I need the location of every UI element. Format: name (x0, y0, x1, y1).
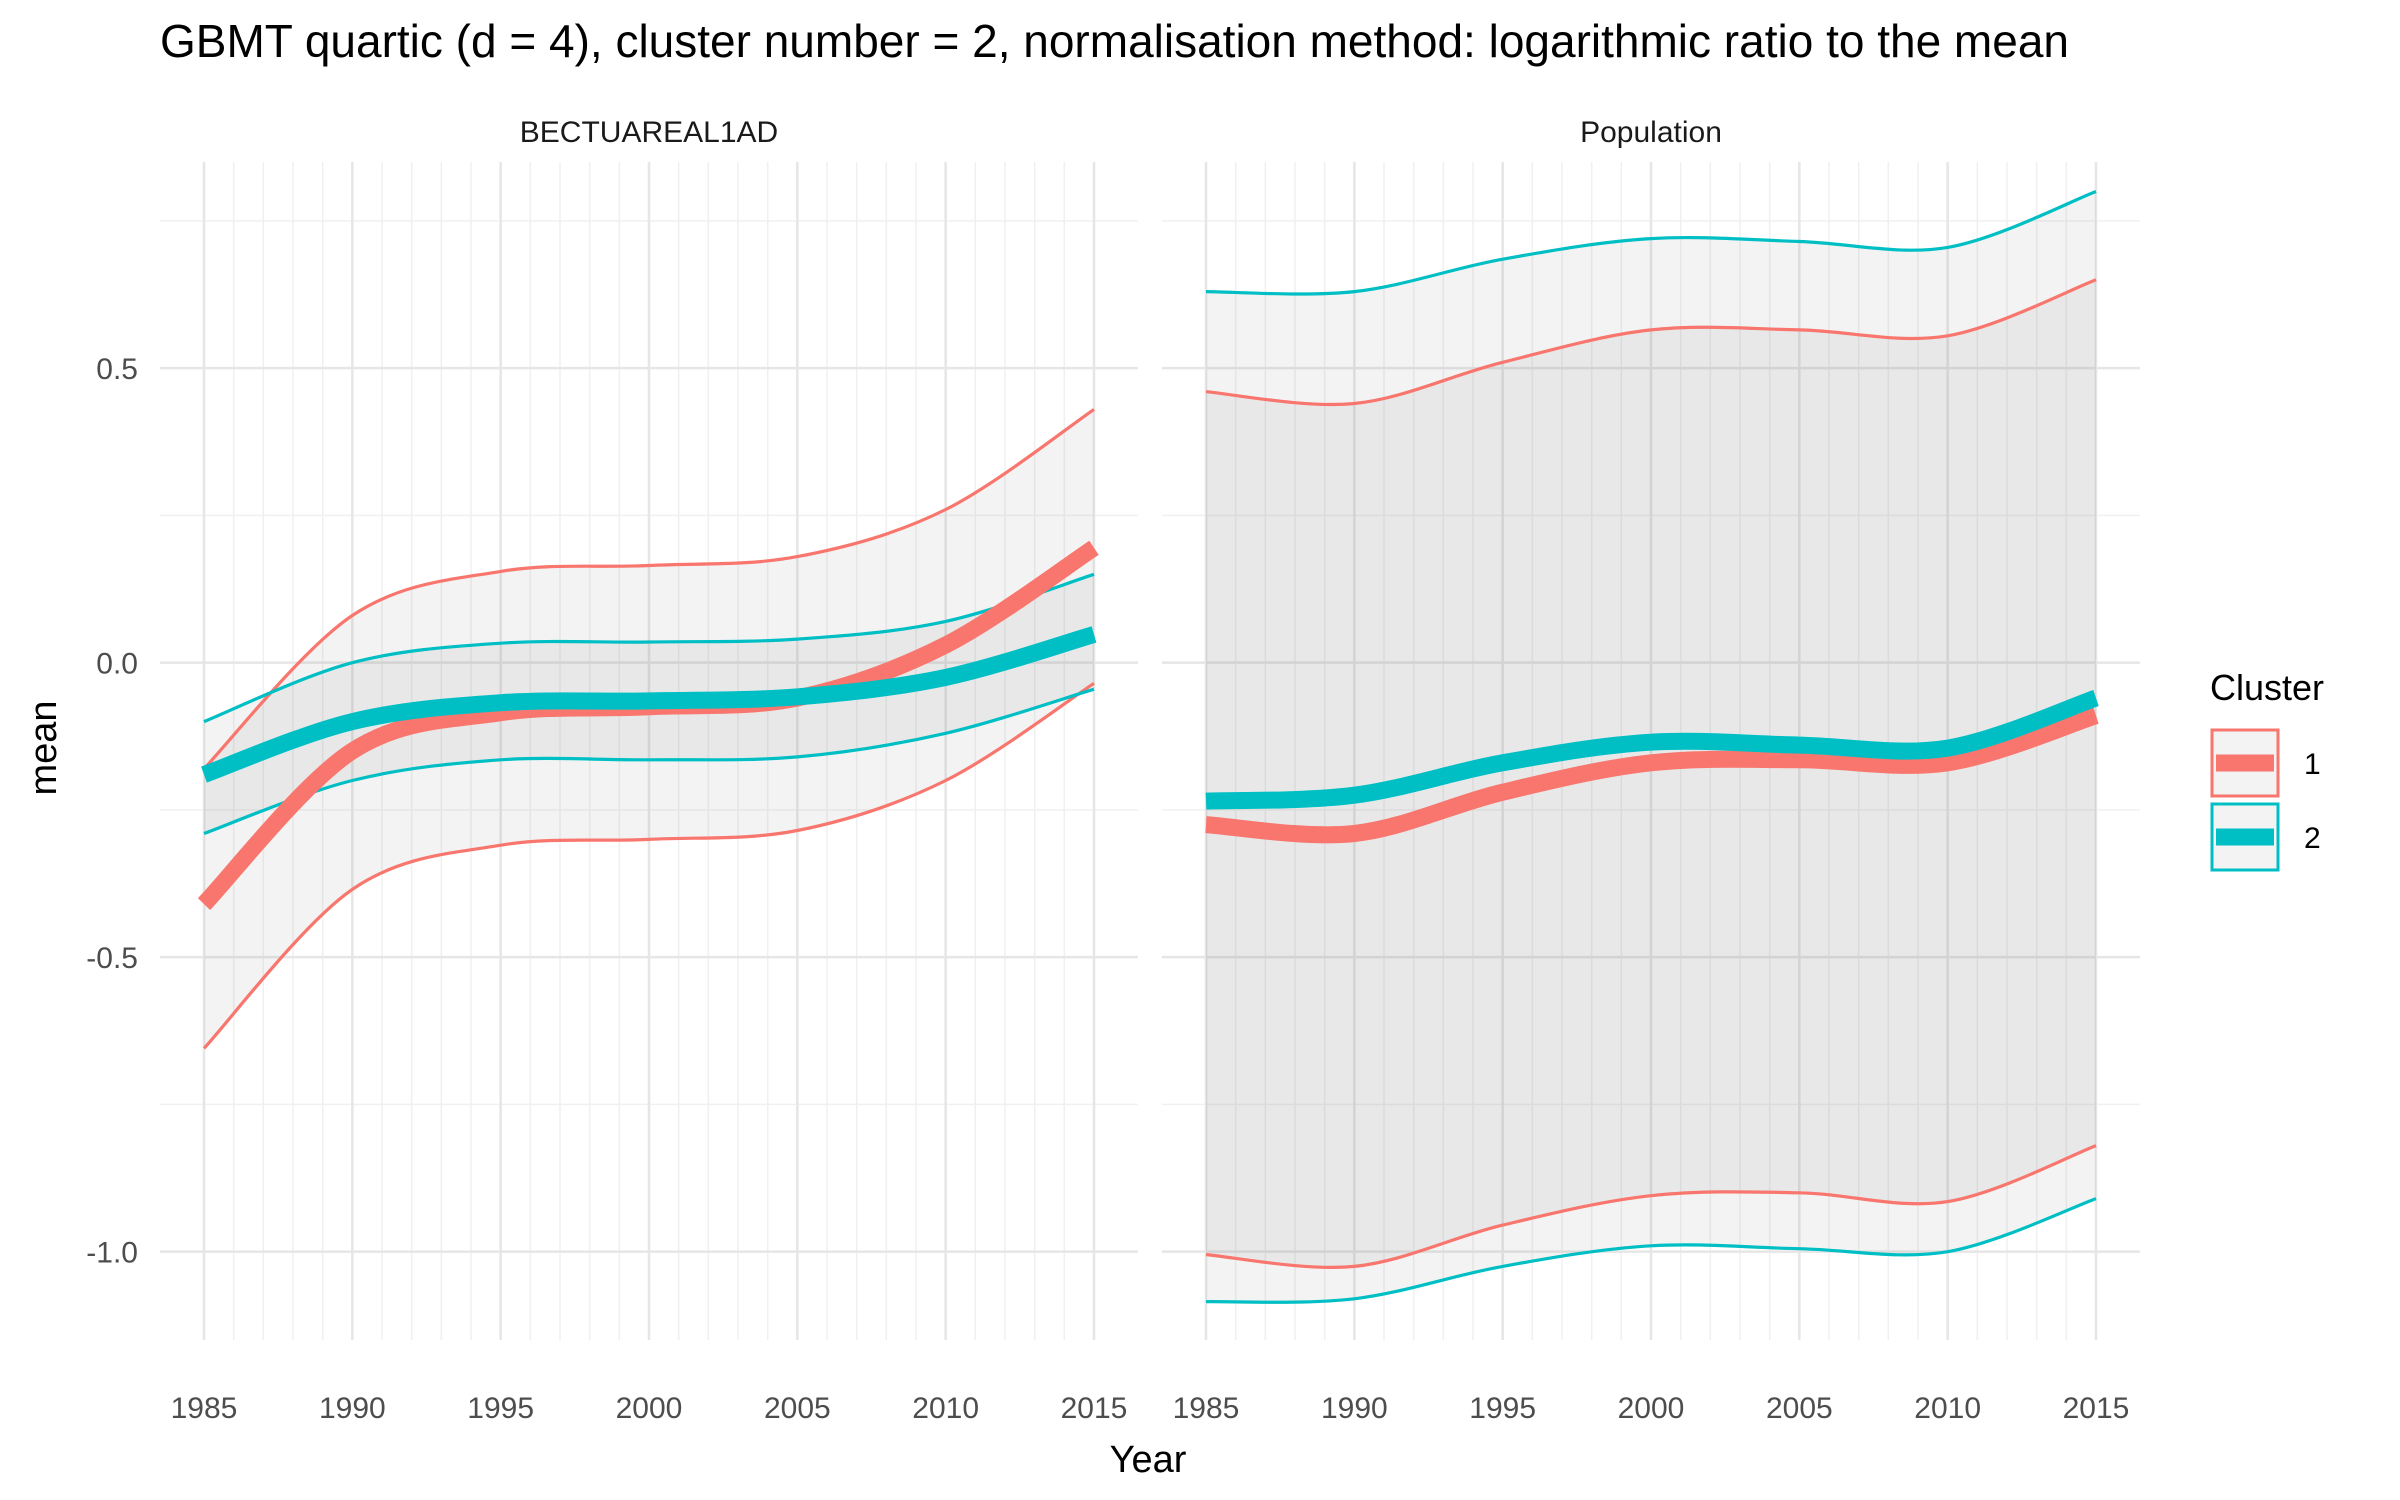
chart-title: GBMT quartic (d = 4), cluster number = 2… (160, 15, 2069, 67)
x-tick-label: 2010 (912, 1392, 979, 1425)
x-tick-label: 1985 (171, 1392, 238, 1425)
x-tick-label: 1990 (1321, 1392, 1388, 1425)
mean-line-cluster-2 (1205, 689, 2099, 810)
legend-label: 1 (2304, 748, 2321, 781)
x-tick-label: 2005 (764, 1392, 831, 1425)
lower-bound-cluster-2 (203, 687, 1095, 836)
x-tick-label: 1985 (1173, 1392, 1240, 1425)
y-axis-title: mean (23, 700, 65, 795)
ribbon-cluster-1 (204, 409, 1094, 1049)
ribbon-cluster-1 (1206, 279, 2096, 1268)
lower-bound-cluster-1 (1205, 1144, 2097, 1269)
legend-label: 2 (2304, 822, 2321, 855)
x-tick-label: 2010 (1914, 1392, 1981, 1425)
strip-label: Population (1580, 116, 1722, 149)
lower-bound-cluster-2 (1205, 1197, 2097, 1304)
mean-line-cluster-2 (201, 626, 1097, 783)
x-tick-label: 1995 (1469, 1392, 1536, 1425)
upper-bound-cluster-2 (1205, 190, 2097, 296)
panel-1: BECTUAREAL1AD 1985 1990 1995 2000 2005 2010 201… (160, 116, 1138, 1425)
x-tick-label: 2015 (2063, 1392, 2130, 1425)
legend-title: Cluster (2210, 667, 2324, 708)
legend-entries: 12 (2210, 728, 2321, 872)
x-tick-label: 2005 (1766, 1392, 1833, 1425)
lower-bound-cluster-1 (202, 681, 1095, 1050)
x-tick-label: 2015 (1061, 1392, 1128, 1425)
upper-bound-cluster-2 (203, 572, 1095, 724)
x-tick-label: 2000 (1618, 1392, 1685, 1425)
x-axis-title: Year (1110, 1439, 1187, 1481)
panel-2: Population 1985 1990 1995 2000 2005 2010 2015 (1162, 116, 2140, 1425)
upper-bound-cluster-1 (202, 408, 1095, 770)
y-tick-label: 0.0 (96, 648, 138, 681)
x-tick-label: 1990 (319, 1392, 386, 1425)
panels-layer: BECTUAREAL1AD 1985 1990 1995 2000 2005 2010 201… (86, 116, 2140, 1425)
legend: Cluster 12 (2210, 667, 2324, 872)
y-tick-label: -1.0 (86, 1237, 138, 1270)
strip-label: BECTUAREAL1AD (520, 116, 778, 149)
y-tick-label: 0.5 (96, 353, 138, 386)
x-tick-label: 1995 (467, 1392, 534, 1425)
mean-line-cluster-1 (1205, 707, 2099, 844)
x-tick-label: 2000 (616, 1392, 683, 1425)
upper-bound-cluster-1 (1205, 278, 2097, 407)
y-tick-label: -0.5 (86, 942, 138, 975)
